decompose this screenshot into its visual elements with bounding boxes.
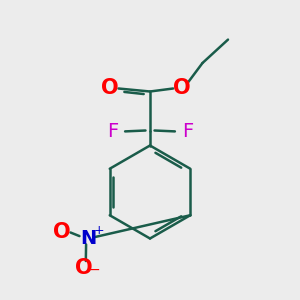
Text: O: O bbox=[173, 79, 190, 98]
Text: −: − bbox=[88, 263, 100, 277]
Text: F: F bbox=[107, 122, 118, 141]
Text: O: O bbox=[101, 79, 118, 98]
Text: +: + bbox=[94, 224, 104, 237]
Text: N: N bbox=[80, 229, 97, 248]
Text: F: F bbox=[182, 122, 193, 141]
Text: O: O bbox=[75, 259, 92, 278]
Text: O: O bbox=[53, 223, 70, 242]
